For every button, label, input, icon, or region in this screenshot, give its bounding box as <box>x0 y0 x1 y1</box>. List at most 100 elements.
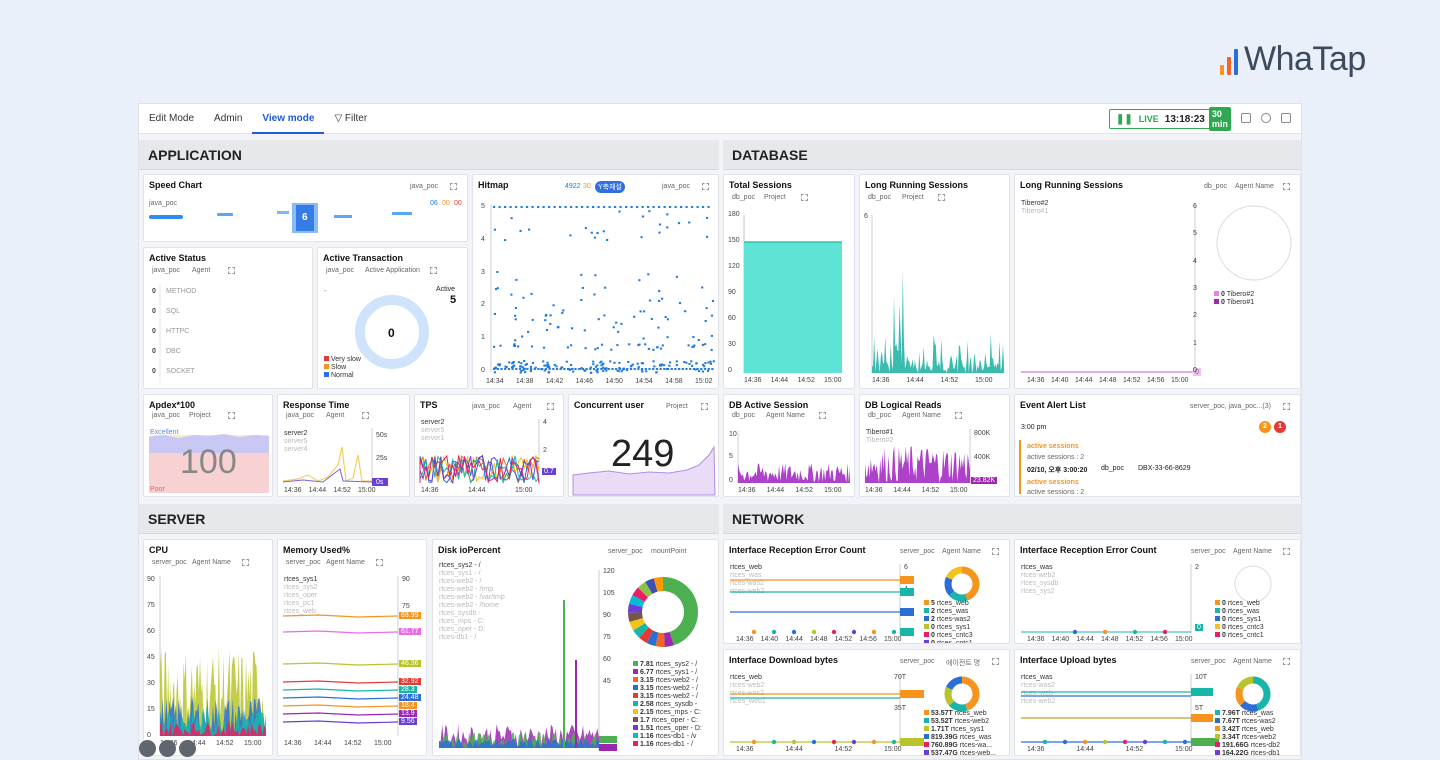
active-status-value: 0 <box>152 328 156 335</box>
series-item[interactable]: rtces-web2 <box>1021 698 1056 705</box>
series-item[interactable]: rtces_oper - D: <box>439 626 486 633</box>
live-indicator[interactable]: ❚❚ LIVE 13:18:23 30 min <box>1109 107 1231 131</box>
y-tick: 1 <box>1193 339 1197 347</box>
event-warn-count[interactable]: 2 <box>1259 421 1271 433</box>
menu-icon[interactable] <box>139 740 156 757</box>
expand-icon[interactable] <box>955 412 962 419</box>
tab-admin[interactable]: Admin <box>214 112 243 124</box>
legend-item: 53.52T rtces-web2 <box>924 718 996 726</box>
event-item[interactable]: active sessions active sessions : 2 02/1… <box>1019 440 1289 496</box>
series-item[interactable]: rtces_sysdb - <box>439 610 481 617</box>
print-icon[interactable] <box>1241 113 1251 123</box>
expand-icon[interactable] <box>450 183 457 190</box>
legend-item: 3.15 rtces-web2 - / <box>633 677 702 685</box>
filter-button[interactable]: ▽ Filter <box>334 112 368 124</box>
series-item[interactable]: rtces-was2 <box>1021 682 1055 689</box>
y-axis-reset-button[interactable]: Y축재설 <box>595 181 625 193</box>
active-status-label: SQL <box>166 308 181 315</box>
x-tick: 14:36 <box>1027 377 1045 384</box>
expand-icon[interactable] <box>242 559 249 566</box>
expand-icon[interactable] <box>819 412 826 419</box>
mem-badge: 32.92 <box>399 678 421 685</box>
expand-icon[interactable] <box>992 548 999 555</box>
expand-icon[interactable] <box>228 412 235 419</box>
series-item[interactable]: rtces-was2 <box>730 580 764 587</box>
y-tick: 1 <box>481 334 485 342</box>
ifrec1-y-tick: 6 <box>904 564 908 571</box>
settings-icon[interactable] <box>1261 113 1271 123</box>
live-time: 13:18:23 <box>1164 113 1205 125</box>
x-tick: 14:36 <box>865 487 883 494</box>
expand-icon[interactable] <box>702 183 709 190</box>
series-item[interactable]: rtces_web <box>730 564 762 571</box>
x-tick: 14:48 <box>1101 636 1119 643</box>
expand-icon[interactable] <box>1283 548 1290 555</box>
expand-icon[interactable] <box>376 559 383 566</box>
layout-icon[interactable] <box>159 740 176 757</box>
x-tick: 15:00 <box>950 487 968 494</box>
series-item[interactable]: rtces_was <box>1021 564 1053 571</box>
expand-icon[interactable] <box>938 194 945 201</box>
x-tick: 14:56 <box>1147 377 1165 384</box>
ifdown-legend: 53.57T rtces_web 53.52T rtces-web2 1.71T r… <box>924 710 996 755</box>
widget-active-status: Active Status java_poc Agent 0 METHOD 0 SQL… <box>143 247 313 389</box>
resp-series-list: server2 server5 server4 <box>284 430 307 454</box>
series-item[interactable]: rtces_was <box>730 572 762 579</box>
expand-icon[interactable] <box>1283 183 1290 190</box>
mem-y-tick: 90 <box>402 576 410 583</box>
series-item[interactable]: rtces_sysdb <box>1021 580 1059 587</box>
series-item[interactable]: rtces-web2 - / <box>439 578 482 585</box>
event-time: 3:00 pm <box>1021 424 1047 431</box>
expand-icon[interactable] <box>801 194 808 201</box>
concurrent-area <box>572 445 716 496</box>
disk-series-list: rtces_sys2 - / rtces_sys1 - / rtces-web2 -… <box>439 562 505 642</box>
time-range-button[interactable]: 30 min <box>1208 107 1231 131</box>
exit-icon[interactable] <box>1281 113 1291 123</box>
mem-badge: 24.48 <box>399 694 421 701</box>
widget-title: Memory Used% <box>283 545 351 555</box>
legend-item: 1.71T rtces_sys1 <box>924 726 996 734</box>
resp-series-item: server2 <box>284 430 308 437</box>
expand-icon[interactable] <box>430 267 437 274</box>
series-item[interactable]: rtces_sys1 - / <box>439 570 481 577</box>
tab-edit-mode[interactable]: Edit Mode <box>149 112 195 124</box>
widget-long-running-sessions-agent: Long Running Sessions db_poc Agent Name … <box>1014 174 1301 389</box>
series-item[interactable]: rtces-web2 <box>1021 572 1056 579</box>
widget-title: DB Logical Reads <box>865 400 942 410</box>
series-item[interactable]: rtces_web1 <box>730 698 766 705</box>
series-item[interactable]: rtces-web2 - /tmp <box>439 586 494 593</box>
y-tick: 45 <box>147 654 155 661</box>
pause-icon[interactable]: ❚❚ <box>1116 113 1133 125</box>
active-status-label: DBC <box>166 348 181 355</box>
widget-title: Long Running Sessions <box>1020 180 1123 190</box>
series-item[interactable]: rtces_web <box>730 674 762 681</box>
expand-icon[interactable] <box>1283 403 1290 410</box>
series-item[interactable]: rtces-web2 - /home <box>439 602 499 609</box>
resp-current-badge: 0s <box>376 479 384 486</box>
widget-project: db_poc <box>1204 183 1227 190</box>
logo-bars-icon <box>1220 45 1238 75</box>
stats-icon[interactable] <box>179 740 196 757</box>
expand-icon[interactable] <box>701 403 708 410</box>
series-item[interactable]: rtces_mps - C: <box>439 618 485 625</box>
expand-icon[interactable] <box>547 403 554 410</box>
ifup-series-list: rtces_was rtces-was2 rtces_web rtces-web2 <box>1021 674 1055 706</box>
event-critical-count[interactable]: 1 <box>1274 421 1286 433</box>
widget-disk-iopercent: Disk ioPercent server_poc mountPoint rtc… <box>432 539 719 756</box>
x-tick: 14:38 <box>515 378 534 385</box>
widget-project: db_poc <box>868 194 891 201</box>
y-tick: 0 <box>1193 367 1197 374</box>
tab-view-mode[interactable]: View mode <box>252 104 325 134</box>
expand-icon[interactable] <box>992 658 999 665</box>
expand-icon[interactable] <box>228 267 235 274</box>
series-item[interactable]: rtces_was <box>1021 674 1053 681</box>
expand-icon[interactable] <box>362 412 369 419</box>
series-item[interactable]: rtces-web2 <box>730 682 765 689</box>
series-item[interactable]: rtces_sys2 - / <box>439 562 481 569</box>
expand-icon[interactable] <box>1283 658 1290 665</box>
series-item[interactable]: rtces-web2 - /var/tmp <box>439 594 505 601</box>
widget-title: Disk ioPercent <box>438 545 501 555</box>
series-item[interactable]: rtces-db1 - / <box>439 634 477 641</box>
series-item[interactable]: rtces_web <box>1021 690 1053 697</box>
series-item[interactable]: rtces_sys2 <box>1021 588 1055 595</box>
